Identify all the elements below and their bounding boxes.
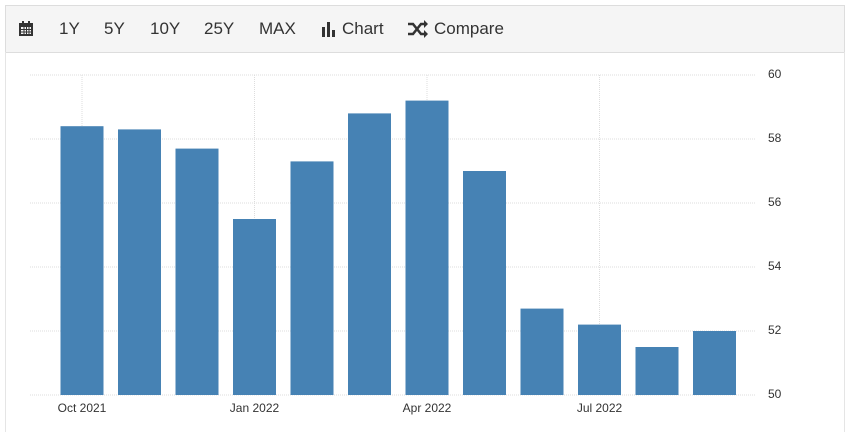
y-tick-label: 50	[768, 387, 782, 401]
y-tick-label: 54	[768, 259, 782, 273]
range-button[interactable]: MAX	[259, 19, 296, 38]
bar	[693, 331, 736, 395]
range-button[interactable]: 5Y	[104, 19, 125, 38]
compare-icon	[408, 20, 428, 38]
bar	[348, 113, 391, 396]
range-button[interactable]: 10Y	[150, 19, 181, 38]
y-tick-label: 56	[768, 195, 782, 209]
x-tick-label: Apr 2022	[403, 401, 452, 415]
toolbar: 1Y 5Y 10Y 25Y MAX Chart Compare	[5, 5, 845, 53]
range-button[interactable]: 25Y	[204, 19, 235, 38]
x-tick-label: Jul 2022	[577, 401, 623, 415]
bar	[175, 148, 219, 395]
bar	[578, 324, 621, 395]
range-button[interactable]: 1Y	[59, 19, 80, 38]
x-tick-label: Jan 2022	[230, 401, 280, 415]
bar	[118, 129, 161, 395]
chart-button[interactable]: Chart	[342, 19, 384, 38]
y-tick-label: 60	[768, 67, 782, 81]
y-tick-label: 58	[768, 131, 782, 145]
y-tick-label: 52	[768, 323, 782, 337]
bar	[520, 308, 564, 395]
chart-icon	[322, 22, 335, 37]
bar	[405, 100, 449, 395]
chart-panel	[5, 52, 845, 432]
bar	[233, 219, 276, 395]
bar	[290, 161, 334, 395]
x-tick-label: Oct 2021	[58, 401, 107, 415]
compare-button[interactable]: Compare	[434, 19, 504, 38]
bar	[635, 347, 679, 395]
bar	[463, 171, 506, 395]
bar	[60, 126, 104, 395]
calendar-icon[interactable]	[18, 21, 34, 37]
